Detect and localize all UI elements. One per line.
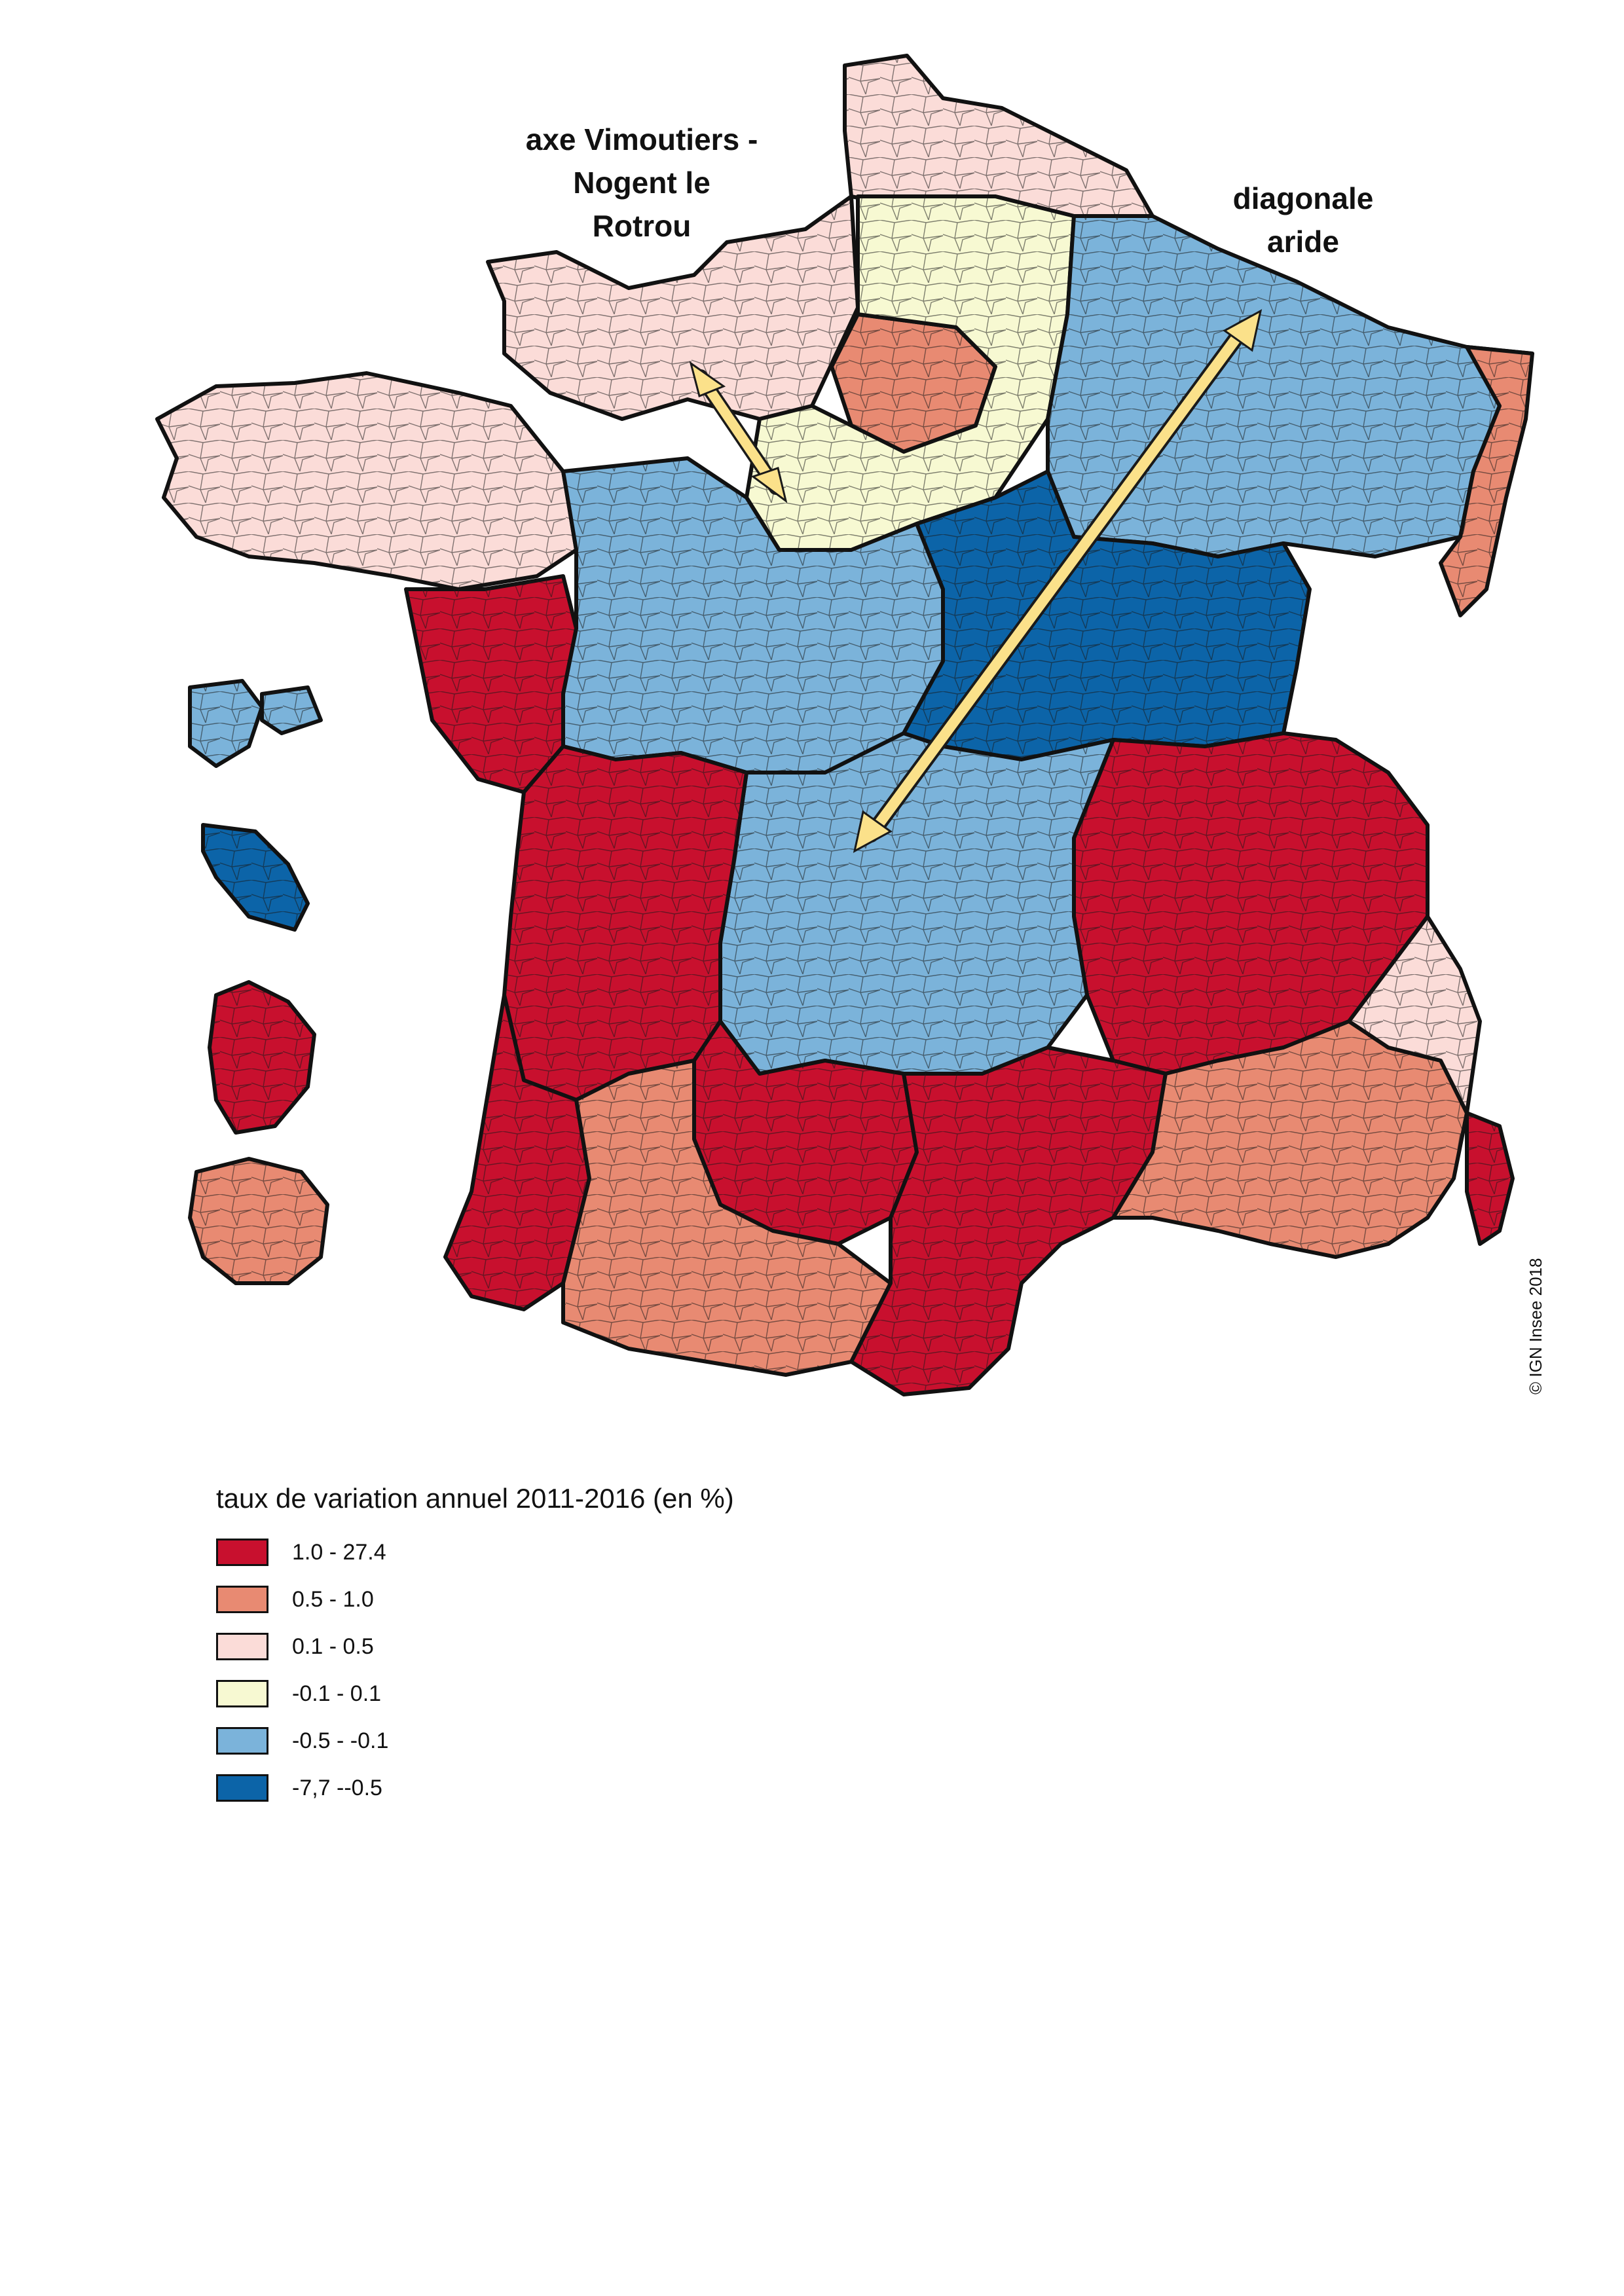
- region-aquitaine: [502, 744, 748, 1102]
- arrow-layer: [689, 309, 1263, 853]
- region-guyane: [208, 980, 316, 1135]
- legend-label: 1.0 - 27.4: [292, 1539, 386, 1565]
- region-alsace: [1439, 345, 1534, 617]
- region-massif-central: [718, 731, 1115, 1076]
- vimoutiers-line-3: Rotrou: [592, 209, 692, 243]
- region-bourgogne: [902, 469, 1312, 761]
- legend-item: 0.1 - 0.5: [216, 1623, 734, 1670]
- region-midi: [561, 1059, 893, 1377]
- legend: taux de variation annuel 2011-2016 (en %…: [216, 1483, 734, 1812]
- region-corse: [1465, 1111, 1515, 1246]
- region-reunion: [188, 1157, 329, 1285]
- france-map: [155, 54, 1534, 1396]
- copyright-notice: © IGN Insee 2018: [1526, 1258, 1545, 1395]
- legend-item: -0.5 - -0.1: [216, 1717, 734, 1764]
- diagonale-annotation: diagonale aride: [1192, 177, 1414, 263]
- vimoutiers-arrow: [689, 361, 788, 503]
- legend-label: -0.1 - 0.1: [292, 1681, 382, 1706]
- legend-label: 0.1 - 0.5: [292, 1633, 374, 1659]
- region-alpes-sud: [1347, 915, 1482, 1115]
- region-martinique: [201, 823, 310, 932]
- diagonale-line-1: diagonale: [1232, 181, 1374, 215]
- region-languedoc: [849, 1046, 1168, 1396]
- legend-label: -0.5 - -0.1: [292, 1728, 389, 1753]
- region-centre: [561, 456, 945, 774]
- legend-swatch: [216, 1727, 268, 1755]
- legend-item: 0.5 - 1.0: [216, 1576, 734, 1623]
- legend-item: -7,7 --0.5: [216, 1764, 734, 1812]
- legend-title: taux de variation annuel 2011-2016 (en %…: [216, 1483, 734, 1514]
- legend-item: 1.0 - 27.4: [216, 1529, 734, 1576]
- region-bretagne: [155, 371, 578, 591]
- diagonale-arrow: [853, 309, 1263, 853]
- legend-swatch: [216, 1539, 268, 1566]
- region-rhone-alpes: [1072, 731, 1430, 1076]
- vimoutiers-line-2: Nogent le: [573, 166, 710, 200]
- diagonale-line-2: aride: [1267, 225, 1339, 259]
- legend-item: -0.1 - 0.1: [216, 1670, 734, 1717]
- legend-swatch: [216, 1774, 268, 1802]
- legend-label: -7,7 --0.5: [292, 1775, 382, 1800]
- region-toulouse: [692, 1019, 919, 1246]
- legend-swatch: [216, 1586, 268, 1613]
- region-provence: [1111, 1019, 1469, 1259]
- region-landes: [443, 993, 591, 1311]
- region-guadeloupe: [188, 679, 323, 768]
- region-layer: [155, 54, 1534, 1396]
- region-normandie: [486, 194, 860, 421]
- legend-swatch: [216, 1680, 268, 1707]
- region-nord: [843, 54, 1154, 218]
- vimoutiers-line-1: axe Vimoutiers -: [525, 122, 758, 156]
- legend-swatch: [216, 1633, 268, 1660]
- legend-label: 0.5 - 1.0: [292, 1586, 374, 1612]
- region-vendee: [404, 574, 578, 794]
- vimoutiers-annotation: axe Vimoutiers - Nogent le Rotrou: [471, 118, 812, 247]
